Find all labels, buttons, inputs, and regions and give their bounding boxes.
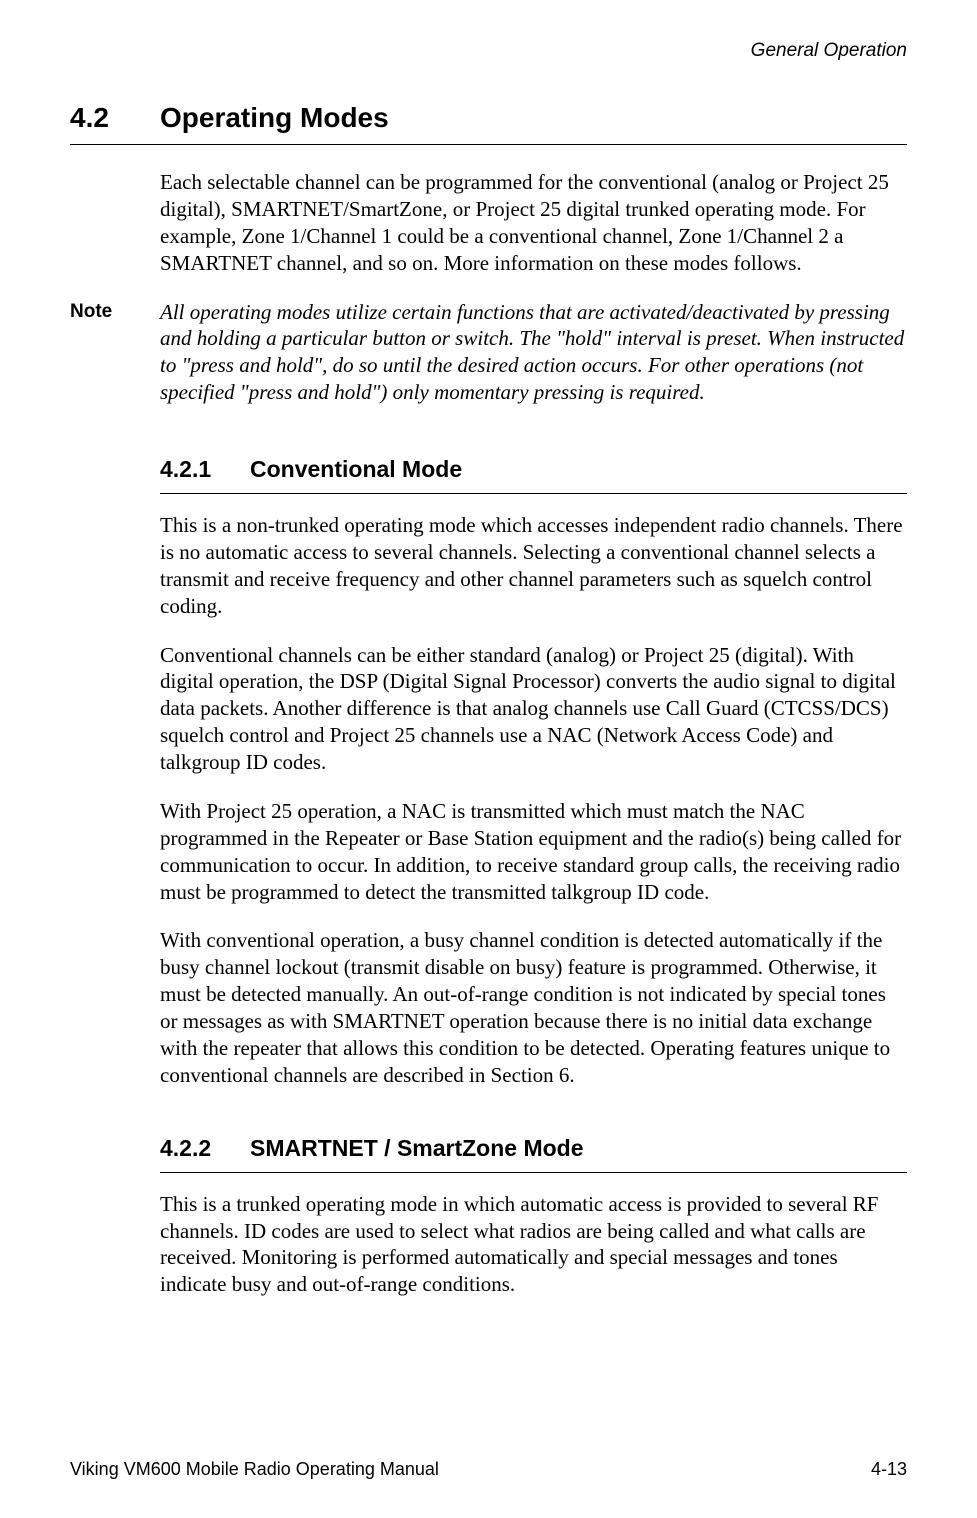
footer-right: 4-13 [871, 1459, 907, 1480]
subsection-2-heading: 4.2.2SMARTNET / SmartZone Mode [160, 1135, 907, 1162]
footer-left: Viking VM600 Mobile Radio Operating Manu… [70, 1459, 439, 1480]
subsection-2-title: SMARTNET / SmartZone Mode [250, 1135, 584, 1161]
section-title: Operating Modes [160, 102, 389, 133]
section-intro: Each selectable channel can be programme… [160, 169, 907, 277]
sub1-p2: Conventional channels can be either stan… [160, 642, 907, 776]
subsection-1-rule [160, 493, 907, 494]
section-rule [70, 144, 907, 145]
subsection-2-rule [160, 1172, 907, 1173]
subsection-1-title: Conventional Mode [250, 456, 462, 482]
subsection-2-number: 4.2.2 [160, 1135, 250, 1162]
sub1-p3: With Project 25 operation, a NAC is tran… [160, 798, 907, 906]
sub2-p1: This is a trunked operating mode in whic… [160, 1191, 907, 1299]
note-block: Note All operating modes utilize certain… [70, 299, 907, 407]
page-footer: Viking VM600 Mobile Radio Operating Manu… [70, 1459, 907, 1480]
sub1-p4: With conventional operation, a busy chan… [160, 927, 907, 1088]
sub1-p1: This is a non-trunked operating mode whi… [160, 512, 907, 620]
page-header-category: General Operation [70, 40, 907, 62]
note-text: All operating modes utilize certain func… [160, 299, 907, 407]
note-label: Note [70, 299, 160, 407]
subsection-1-heading: 4.2.1Conventional Mode [160, 456, 907, 483]
section-number: 4.2 [70, 102, 160, 134]
section-heading: 4.2Operating Modes [70, 102, 907, 134]
subsection-1-number: 4.2.1 [160, 456, 250, 483]
